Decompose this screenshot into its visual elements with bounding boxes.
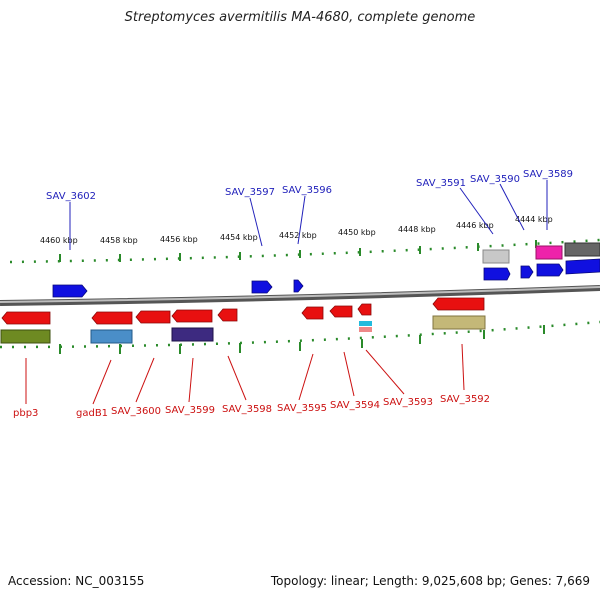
scale-labels: 4460 kbp 4458 kbp 4456 kbp 4454 kbp 4452… (40, 215, 553, 245)
forward-genes (52, 242, 600, 298)
gene-SAV_3589[interactable] (536, 263, 564, 277)
gene-label[interactable]: SAV_3592 (440, 394, 490, 405)
gene-SAV_3590[interactable] (520, 265, 534, 279)
scale-track-lower (0, 320, 600, 349)
gene-SAV_3600[interactable] (135, 310, 171, 324)
feature-khaki-box (432, 315, 486, 330)
leader-lines-top (69, 180, 548, 250)
gene-label[interactable]: SAV_3595 (277, 403, 327, 414)
gene-SAV_3596[interactable] (293, 279, 304, 293)
gene-SAV_3602[interactable] (52, 284, 88, 298)
gene-label[interactable]: SAV_3600 (111, 406, 161, 417)
scale-label: 4446 kbp (456, 221, 494, 230)
feature-grey-box (482, 249, 510, 264)
scale-track-upper (9, 238, 600, 264)
gene-label[interactable]: SAV_3596 (282, 185, 332, 196)
leader-lines-bottom (25, 343, 465, 405)
gene-SAV_3595[interactable] (301, 306, 324, 320)
gene-SAV_3599[interactable] (171, 309, 213, 323)
gene-label[interactable]: SAV_3597 (225, 187, 275, 198)
gene-label[interactable]: gadB1 (76, 408, 108, 419)
gene-label[interactable]: SAV_3598 (222, 404, 272, 415)
gene-SAV_3597[interactable] (251, 280, 273, 294)
feature-olive-box (0, 329, 51, 344)
genome-stats-label: Topology: linear; Length: 9,025,608 bp; … (270, 574, 590, 588)
gene-label[interactable]: SAV_3599 (165, 405, 215, 416)
feature-salmon-box (359, 327, 372, 332)
gene-label[interactable]: SAV_3602 (46, 191, 96, 202)
gene-gadB1[interactable] (91, 311, 133, 325)
gene-label[interactable]: SAV_3591 (416, 178, 466, 189)
scale-label: 4450 kbp (338, 228, 376, 237)
scale-label: 4444 kbp (515, 215, 553, 224)
gene-labels-top: SAV_3602 SAV_3597 SAV_3596 SAV_3591 SAV_… (46, 169, 573, 202)
gene-pbp3[interactable] (1, 311, 51, 325)
gene-SAV_3592[interactable] (432, 297, 485, 311)
gene-label[interactable]: SAV_3594 (330, 400, 380, 411)
reverse-genes (0, 297, 486, 344)
feature-steelblue-box (90, 329, 133, 344)
gene-labels-bottom: pbp3 gadB1 SAV_3600 SAV_3599 SAV_3598 SA… (13, 394, 490, 419)
feature-magenta-box (535, 245, 563, 260)
scale-label: 4460 kbp (40, 236, 78, 245)
gene-offscreen-forward[interactable] (565, 258, 600, 275)
feature-indigo-box (171, 327, 214, 342)
gene-SAV_3598[interactable] (217, 308, 238, 322)
gene-label[interactable]: pbp3 (13, 408, 38, 419)
feature-cyan-box (359, 321, 372, 326)
scale-label: 4458 kbp (100, 236, 138, 245)
major-ticks-lower (59, 325, 545, 354)
scale-label: 4454 kbp (220, 233, 258, 242)
gene-SAV_3594[interactable] (329, 305, 353, 318)
scale-label: 4456 kbp (160, 235, 198, 244)
gene-label[interactable]: SAV_3589 (523, 169, 573, 180)
gene-label[interactable]: SAV_3593 (383, 397, 433, 408)
accession-label: Accession: NC_003155 (8, 574, 145, 588)
scale-label: 4452 kbp (279, 231, 317, 240)
gene-label[interactable]: SAV_3590 (470, 174, 520, 185)
feature-dark-grey-box (564, 242, 600, 257)
genome-title: Streptomyces avermitilis MA-4680, comple… (124, 10, 476, 25)
gene-SAV_3591[interactable] (483, 267, 511, 281)
gene-SAV_3593[interactable] (357, 303, 372, 316)
scale-label: 4448 kbp (398, 225, 436, 234)
